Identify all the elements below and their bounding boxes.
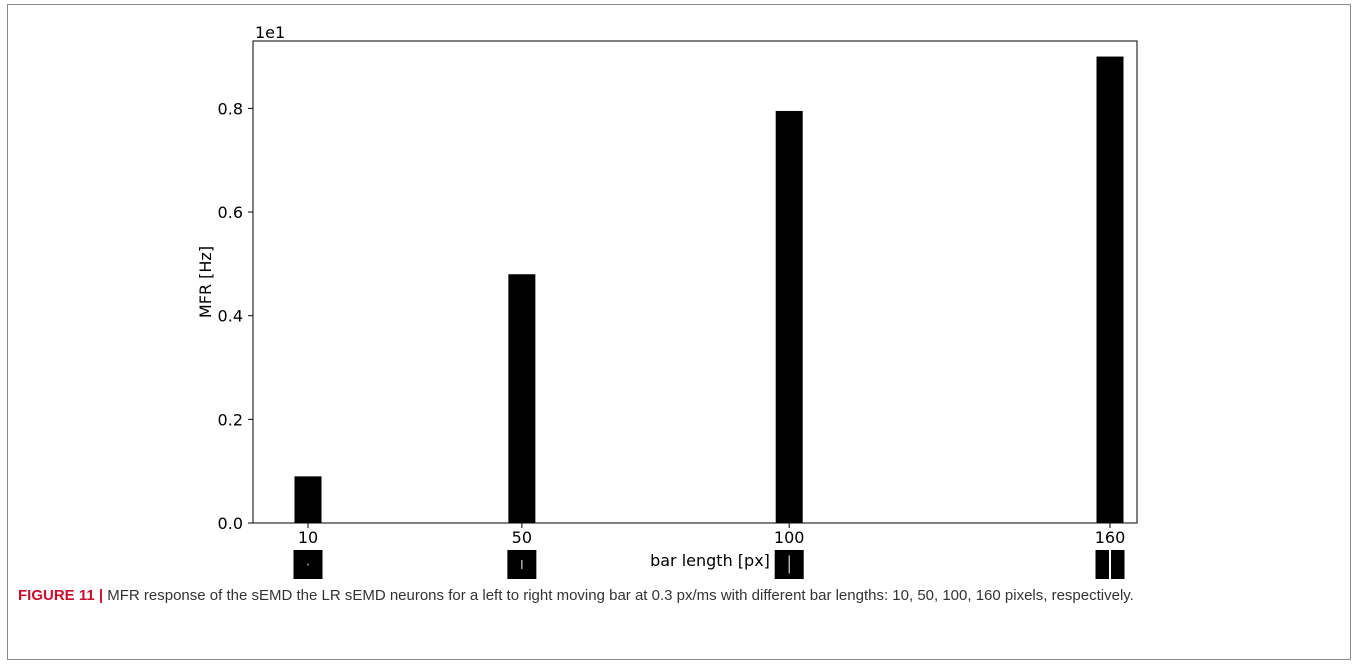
stimulus-bar-icon	[307, 563, 309, 566]
x-tick-label: 160	[1095, 528, 1126, 547]
bar-chart: 0.00.20.40.60.8 10 50 100 160 1e1 MFR [Hz] …	[196, 23, 1138, 579]
y-offset-label: 1e1	[255, 23, 285, 42]
stimulus-bar-icon	[521, 559, 523, 570]
y-tick-label: 0.4	[218, 307, 243, 326]
y-tick-label: 0.0	[218, 514, 243, 533]
x-tick-label: 50	[512, 528, 532, 547]
figure-label: FIGURE 11 |	[18, 587, 104, 604]
y-axis-label: MFR [Hz]	[196, 246, 215, 318]
y-tick-label: 0.6	[218, 203, 243, 222]
bar-50	[508, 274, 536, 523]
x-axis: 10 50 100 160	[298, 523, 1125, 547]
x-tick-label: 10	[298, 528, 318, 547]
plot-area	[252, 40, 1138, 524]
stimulus-bar-icon	[1109, 550, 1111, 579]
x-tick-label: 100	[774, 528, 805, 547]
bar-10	[294, 476, 322, 523]
stimulus-bar-icon	[788, 555, 790, 574]
y-tick-label: 0.2	[218, 410, 243, 429]
bars-group	[294, 56, 1124, 523]
bar-160	[1096, 56, 1124, 523]
caption-text: MFR response of the sEMD the LR sEMD neu…	[103, 587, 1134, 604]
figure-frame	[7, 4, 1351, 660]
y-tick-label: 0.8	[218, 99, 243, 118]
stimulus-thumbnails	[293, 550, 1125, 579]
y-axis: 0.0 0.2 0.4 0.6 0.8	[218, 99, 253, 533]
figure-caption: FIGURE 11 | MFR response of the sEMD the…	[18, 585, 1328, 607]
x-axis-label: bar length [px]	[650, 551, 770, 570]
bar-100	[775, 110, 803, 523]
